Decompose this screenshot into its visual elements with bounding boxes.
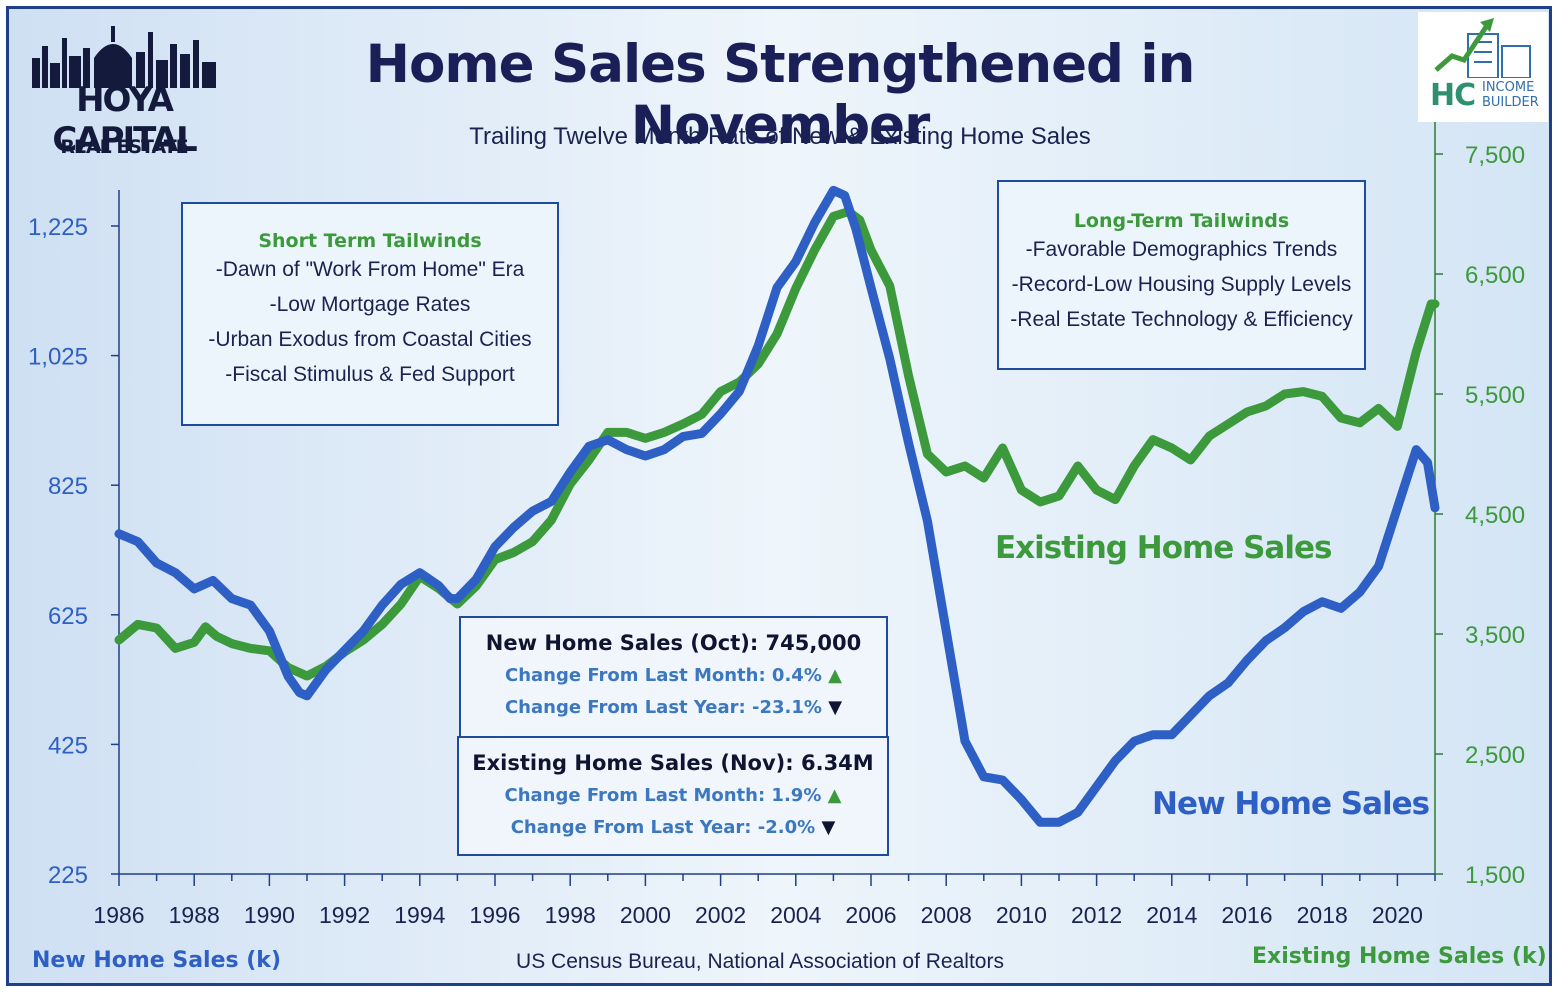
- logo-right-income: INCOME: [1482, 80, 1535, 95]
- new-home-stats-box: New Home Sales (Oct): 745,000 Change Fro…: [459, 616, 888, 738]
- long-term-item: -Real Estate Technology & Efficiency: [1010, 308, 1353, 331]
- short-term-item: -Urban Exodus from Coastal Cities: [208, 328, 532, 351]
- left-tick-label: 425: [48, 732, 88, 759]
- new-home-year-text: Change From Last Year: -23.1%: [504, 697, 822, 718]
- left-tick-label: 625: [48, 603, 88, 630]
- x-tick-label: 2000: [620, 902, 671, 928]
- income-builder-logo: HC INCOME BUILDER: [1418, 12, 1548, 122]
- x-tick-label: 1990: [244, 902, 295, 928]
- existing-home-stats-box: Existing Home Sales (Nov): 6.34M Change …: [457, 736, 889, 856]
- x-tick-label: 2012: [1071, 902, 1122, 928]
- x-tick-label: 2002: [695, 902, 746, 928]
- logo-right-text-sub: INCOME BUILDER: [1482, 80, 1539, 110]
- existing-home-year-change: Change From Last Year: -2.0% ▼: [459, 812, 887, 844]
- new-home-stats-heading: New Home Sales (Oct): 745,000: [485, 631, 862, 655]
- long-term-item: -Record-Low Housing Supply Levels: [1011, 273, 1352, 296]
- x-tick-label: 2006: [845, 902, 896, 928]
- x-tick-label: 2014: [1146, 902, 1197, 928]
- new-home-year-change: Change From Last Year: -23.1% ▼: [461, 692, 886, 724]
- x-tick-label: 2016: [1221, 902, 1272, 928]
- right-axis-title: Existing Home Sales (k): [1252, 944, 1547, 969]
- x-tick-label: 1986: [93, 902, 144, 928]
- down-arrow-icon: ▼: [821, 817, 836, 838]
- new-home-month-change: Change From Last Month: 0.4% ▲: [461, 660, 886, 692]
- new-home-month-text: Change From Last Month: 0.4%: [505, 665, 822, 686]
- up-arrow-icon: ▲: [827, 785, 842, 806]
- right-tick-label: 3,500: [1465, 622, 1525, 649]
- logo-right-builder: BUILDER: [1482, 95, 1539, 110]
- right-tick-label: 4,500: [1465, 502, 1525, 529]
- x-tick-label: 2020: [1372, 902, 1423, 928]
- x-tick-label: 2018: [1297, 902, 1348, 928]
- source-note: US Census Bureau, National Association o…: [516, 950, 1004, 973]
- right-tick-label: 5,500: [1465, 382, 1525, 409]
- right-tick-label: 6,500: [1465, 262, 1525, 289]
- right-tick-label: 1,500: [1465, 862, 1525, 889]
- x-tick-label: 1992: [319, 902, 370, 928]
- long-term-heading: Long-Term Tailwinds: [1073, 210, 1290, 232]
- left-tick-label: 1,025: [28, 344, 88, 371]
- left-tick-label: 225: [48, 862, 88, 889]
- x-tick-label: 1998: [545, 902, 596, 928]
- right-tick-label: 2,500: [1465, 742, 1525, 769]
- hoya-capital-logo: HOYA CAPITAL REAL ESTATE: [28, 18, 220, 168]
- existing-series-annotation: Existing Home Sales: [995, 530, 1332, 566]
- skyline-icon: [32, 26, 216, 88]
- existing-home-stats-heading: Existing Home Sales (Nov): 6.34M: [472, 751, 874, 775]
- long-term-item: -Favorable Demographics Trends: [1025, 238, 1338, 261]
- logo-right-text-main: HC: [1430, 78, 1476, 113]
- chart-subtitle: Trailing Twelve Month Rate of New & Exis…: [469, 123, 1091, 150]
- short-term-tailwinds-box: Short Term Tailwinds -Dawn of "Work From…: [181, 202, 559, 426]
- new-series-annotation: New Home Sales: [1152, 786, 1430, 822]
- existing-home-year-text: Change From Last Year: -2.0%: [510, 817, 816, 838]
- x-tick-label: 1996: [469, 902, 520, 928]
- short-term-item: -Dawn of "Work From Home" Era: [215, 258, 525, 281]
- existing-home-month-change: Change From Last Month: 1.9% ▲: [459, 780, 887, 812]
- existing-home-month-text: Change From Last Month: 1.9%: [504, 785, 822, 806]
- down-arrow-icon: ▼: [828, 697, 843, 718]
- left-tick-label: 1,225: [28, 214, 88, 241]
- short-term-item: -Low Mortgage Rates: [269, 293, 471, 316]
- short-term-item: -Fiscal Stimulus & Fed Support: [225, 363, 515, 386]
- short-term-heading: Short Term Tailwinds: [258, 230, 482, 252]
- new-home-sales-line: [114, 185, 1440, 827]
- chart-title: Home Sales Strengthened in November: [365, 34, 1196, 156]
- right-tick-label: 7,500: [1465, 142, 1525, 169]
- logo-text-main: HOYA CAPITAL: [52, 80, 197, 160]
- left-tick-label: 825: [48, 473, 88, 500]
- x-tick-label: 1994: [394, 902, 445, 928]
- up-arrow-icon: ▲: [828, 665, 842, 686]
- long-term-tailwinds-box: Long-Term Tailwinds -Favorable Demograph…: [997, 180, 1366, 370]
- building-growth-icon: [1434, 18, 1531, 79]
- x-tick-label: 1988: [169, 902, 220, 928]
- left-axis-title: New Home Sales (k): [32, 948, 281, 973]
- x-tick-label: 2008: [921, 902, 972, 928]
- x-tick-label: 2004: [770, 902, 821, 928]
- logo-text-sub: REAL ESTATE: [60, 136, 188, 158]
- x-tick-label: 2010: [996, 902, 1047, 928]
